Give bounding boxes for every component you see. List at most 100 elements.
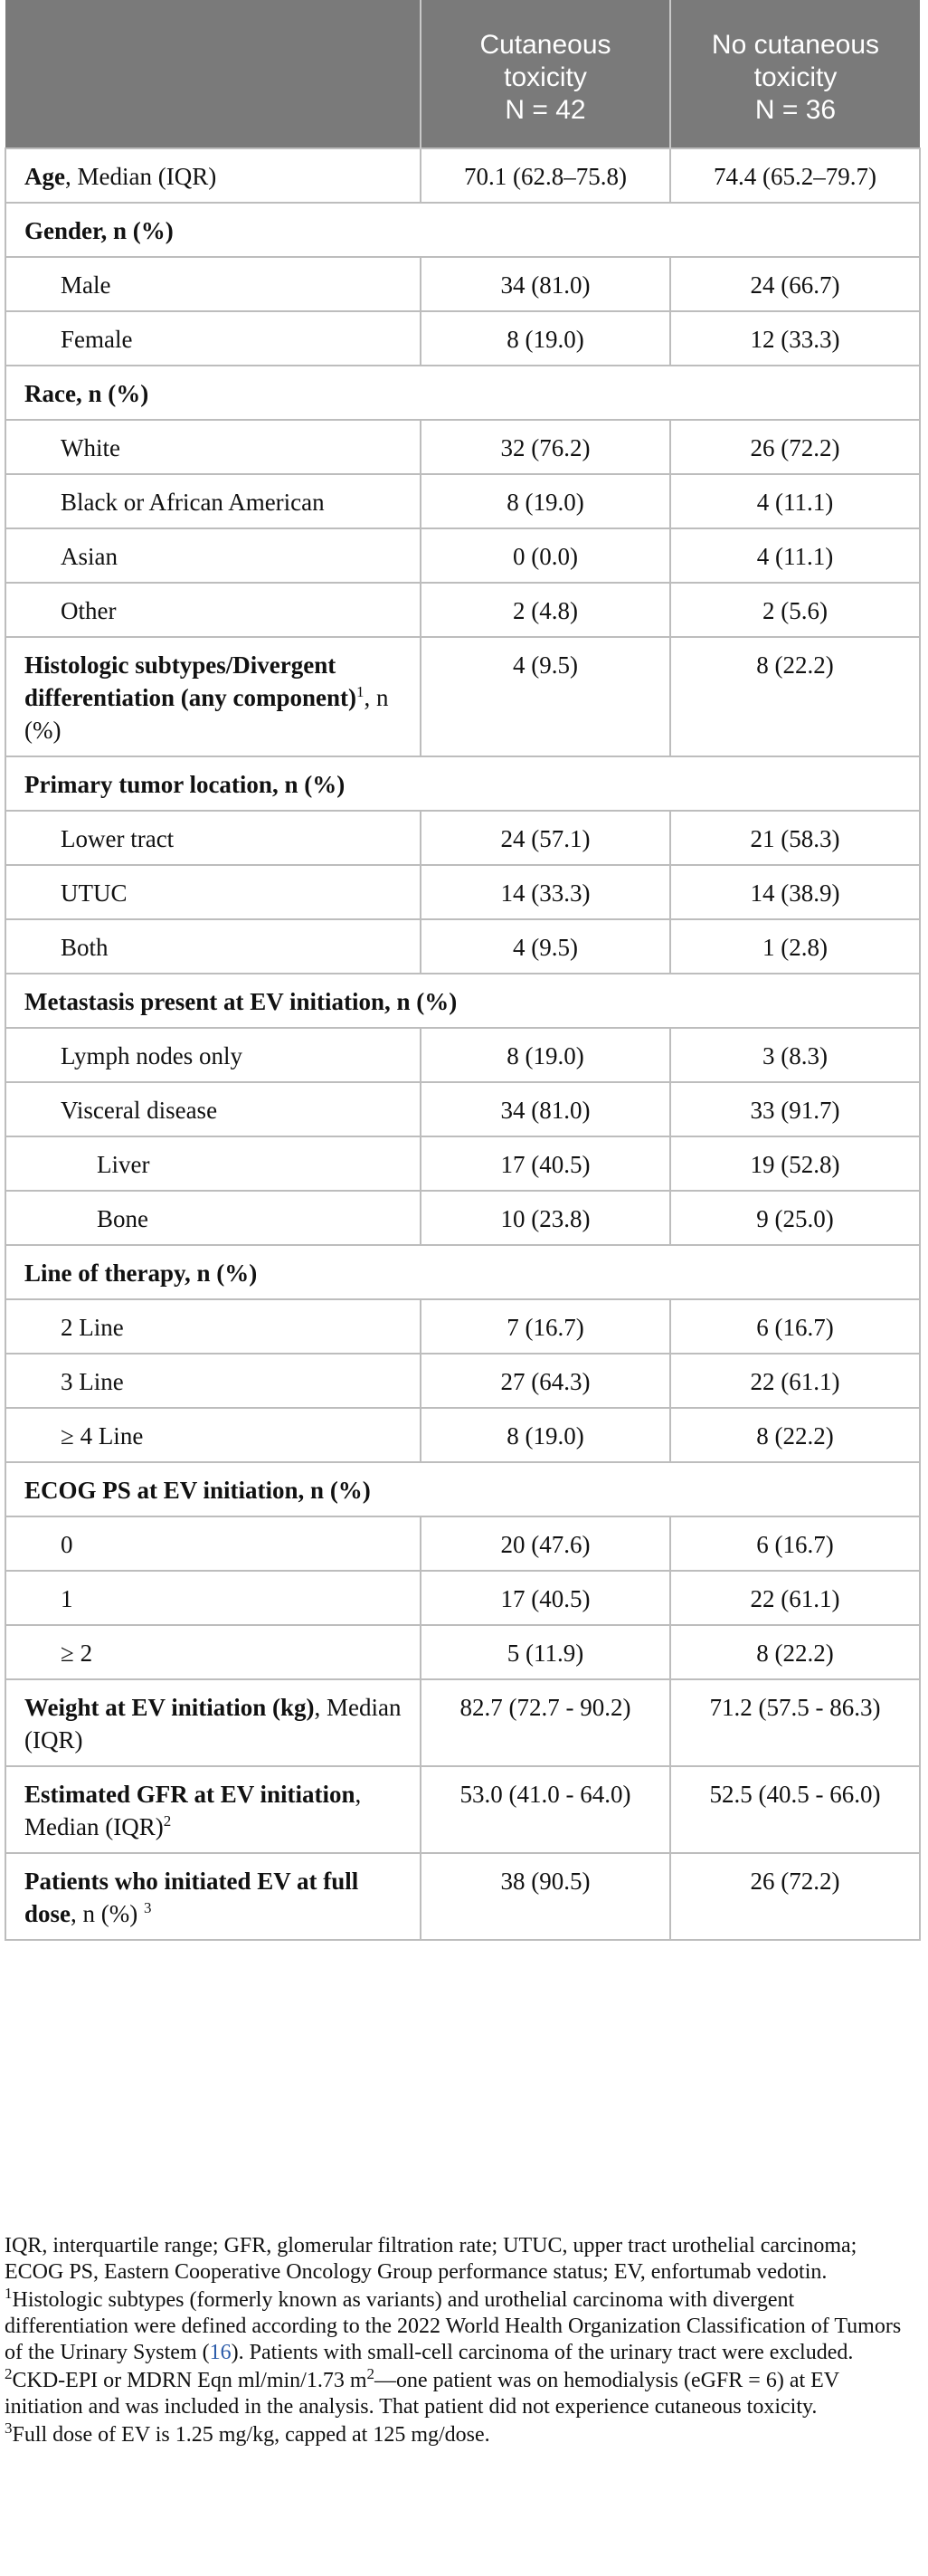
footnote-marker: 3 (144, 1899, 152, 1916)
table-row: White 32 (76.2) 26 (72.2) (5, 419, 921, 475)
table-row: UTUC 14 (33.3) 14 (38.9) (5, 864, 921, 920)
value-cutaneous: 70.1 (62.8–75.8) (420, 147, 671, 204)
value-no-cutaneous: 3 (8.3) (669, 1027, 921, 1083)
value-no-cutaneous: 26 (72.2) (669, 419, 921, 475)
table-row: Other 2 (4.8) 2 (5.6) (5, 582, 921, 638)
value-cutaneous: 2 (4.8) (420, 582, 671, 638)
reference-link[interactable]: 16 (209, 2341, 232, 2364)
value-no-cutaneous: 19 (52.8) (669, 1136, 921, 1192)
value-cutaneous: 0 (0.0) (420, 528, 671, 584)
row-label: Black or African American (5, 473, 421, 529)
value-cutaneous: 34 (81.0) (420, 1081, 671, 1137)
table-row: ECOG PS at EV initiation, n (%) (5, 1461, 921, 1517)
value-cutaneous: 5 (11.9) (420, 1624, 671, 1680)
value-cutaneous: 8 (19.0) (420, 1027, 671, 1083)
row-label: ≥ 4 Line (5, 1407, 421, 1463)
row-label: ≥ 2 (5, 1624, 421, 1680)
table-row: Female 8 (19.0) 12 (33.3) (5, 310, 921, 366)
value-no-cutaneous: 6 (16.7) (669, 1516, 921, 1572)
table-row: Lymph nodes only 8 (19.0) 3 (8.3) (5, 1027, 921, 1083)
value-no-cutaneous: 22 (61.1) (669, 1570, 921, 1626)
header-no-cutaneous-toxicity: No cutaneous toxicity N = 36 (669, 0, 920, 148)
value-cutaneous: 14 (33.3) (420, 864, 671, 920)
value-no-cutaneous: 8 (22.2) (669, 1624, 921, 1680)
row-label-bold: Estimated GFR at EV initiation (24, 1781, 355, 1808)
table-row: 2 Line 7 (16.7) 6 (16.7) (5, 1298, 921, 1355)
table-row: Lower tract 24 (57.1) 21 (58.3) (5, 810, 921, 866)
table-row: Male 34 (81.0) 24 (66.7) (5, 256, 921, 312)
table-footnotes: IQR, interquartile range; GFR, glomerula… (5, 2233, 920, 2450)
footnote-marker: 2 (163, 1812, 172, 1830)
row-label: Bone (5, 1190, 421, 1246)
table-row: 3 Line 27 (64.3) 22 (61.1) (5, 1353, 921, 1409)
row-label: 3 Line (5, 1353, 421, 1409)
value-no-cutaneous: 74.4 (65.2–79.7) (669, 147, 921, 204)
characteristics-table: Cutaneous toxicity N = 42 No cutaneous t… (5, 0, 921, 1941)
value-no-cutaneous: 4 (11.1) (669, 528, 921, 584)
row-label: Both (5, 918, 421, 974)
footnote-3-mark: 3 (5, 2419, 13, 2437)
row-label-rest: , Median (IQR) (24, 1694, 402, 1754)
table-row: Line of therapy, n (%) (5, 1244, 921, 1300)
table-row: Bone 10 (23.8) 9 (25.0) (5, 1190, 921, 1246)
value-cutaneous: 4 (9.5) (420, 918, 671, 974)
section-heading: Metastasis present at EV initiation, n (… (5, 973, 921, 1029)
row-label: 0 (5, 1516, 421, 1572)
value-cutaneous: 24 (57.1) (420, 810, 671, 866)
table-row: Metastasis present at EV initiation, n (… (5, 973, 921, 1029)
table-row: Asian 0 (0.0) 4 (11.1) (5, 528, 921, 584)
value-no-cutaneous: 12 (33.3) (669, 310, 921, 366)
row-label: Male (5, 256, 421, 312)
row-label: Visceral disease (5, 1081, 421, 1137)
value-no-cutaneous: 8 (22.2) (669, 636, 921, 757)
table-row: Weight at EV initiation (kg), Median (IQ… (5, 1678, 921, 1767)
table-row: Patients who initiated EV at full dose, … (5, 1852, 921, 1941)
row-label: Liver (5, 1136, 421, 1192)
value-cutaneous: 20 (47.6) (420, 1516, 671, 1572)
row-label: Patients who initiated EV at full dose, … (5, 1852, 421, 1941)
header-col2-line3: N = 42 (505, 94, 586, 125)
value-no-cutaneous: 21 (58.3) (669, 810, 921, 866)
row-label-rest: , Median (IQR) (24, 1781, 362, 1840)
value-no-cutaneous: 2 (5.6) (669, 582, 921, 638)
footnote-2-text-b: —one patient was on hemodialysis (eGFR =… (5, 2369, 839, 2419)
value-no-cutaneous: 24 (66.7) (669, 256, 921, 312)
row-label: 2 Line (5, 1298, 421, 1355)
row-label-bold: Age (24, 163, 65, 190)
table-row: 1 17 (40.5) 22 (61.1) (5, 1570, 921, 1626)
value-cutaneous: 8 (19.0) (420, 1407, 671, 1463)
footnote-1: 1Histologic subtypes (formerly known as … (5, 2286, 920, 2366)
section-heading: Primary tumor location, n (%) (5, 756, 921, 812)
row-label: White (5, 419, 421, 475)
value-cutaneous: 53.0 (41.0 - 64.0) (420, 1765, 671, 1854)
footnote-1-text-b: ). Patients with small-cell carcinoma of… (231, 2341, 854, 2364)
row-label-bold: Histologic subtypes/Divergent differenti… (24, 651, 356, 711)
value-cutaneous: 4 (9.5) (420, 636, 671, 757)
row-label-bold: Patients who initiated EV at full dose (24, 1868, 359, 1927)
row-label: Histologic subtypes/Divergent differenti… (5, 636, 421, 757)
table-row: Both 4 (9.5) 1 (2.8) (5, 918, 921, 974)
header-col2-line2: toxicity (504, 62, 587, 92)
footnote-3-text: Full dose of EV is 1.25 mg/kg, capped at… (12, 2423, 490, 2447)
row-label-bold: Weight at EV initiation (kg) (24, 1694, 315, 1721)
header-col2-line1: Cutaneous (479, 29, 611, 60)
footnote-abbreviations: IQR, interquartile range; GFR, glomerula… (5, 2234, 857, 2284)
row-label-rest: , n (%) (24, 684, 389, 744)
section-heading: Line of therapy, n (%) (5, 1244, 921, 1300)
value-no-cutaneous: 6 (16.7) (669, 1298, 921, 1355)
table-row: Race, n (%) (5, 365, 921, 421)
header-col3-line3: N = 36 (754, 94, 837, 125)
row-label: Lower tract (5, 810, 421, 866)
section-heading: Race, n (%) (5, 365, 921, 421)
value-no-cutaneous: 4 (11.1) (669, 473, 921, 529)
value-no-cutaneous: 22 (61.1) (669, 1353, 921, 1409)
header-col3-line1: No cutaneous (711, 29, 880, 60)
footnote-3: 3Full dose of EV is 1.25 mg/kg, capped a… (5, 2419, 920, 2448)
footnote-1-text-a: Histologic subtypes (formerly known as v… (5, 2288, 902, 2364)
row-label-rest: , n (%) (71, 1900, 144, 1927)
row-label: Lymph nodes only (5, 1027, 421, 1083)
footnote-2-mark: 2 (5, 2365, 13, 2382)
row-label: Age, Median (IQR) (5, 147, 421, 204)
value-cutaneous: 8 (19.0) (420, 310, 671, 366)
row-label: Weight at EV initiation (kg), Median (IQ… (5, 1678, 421, 1767)
